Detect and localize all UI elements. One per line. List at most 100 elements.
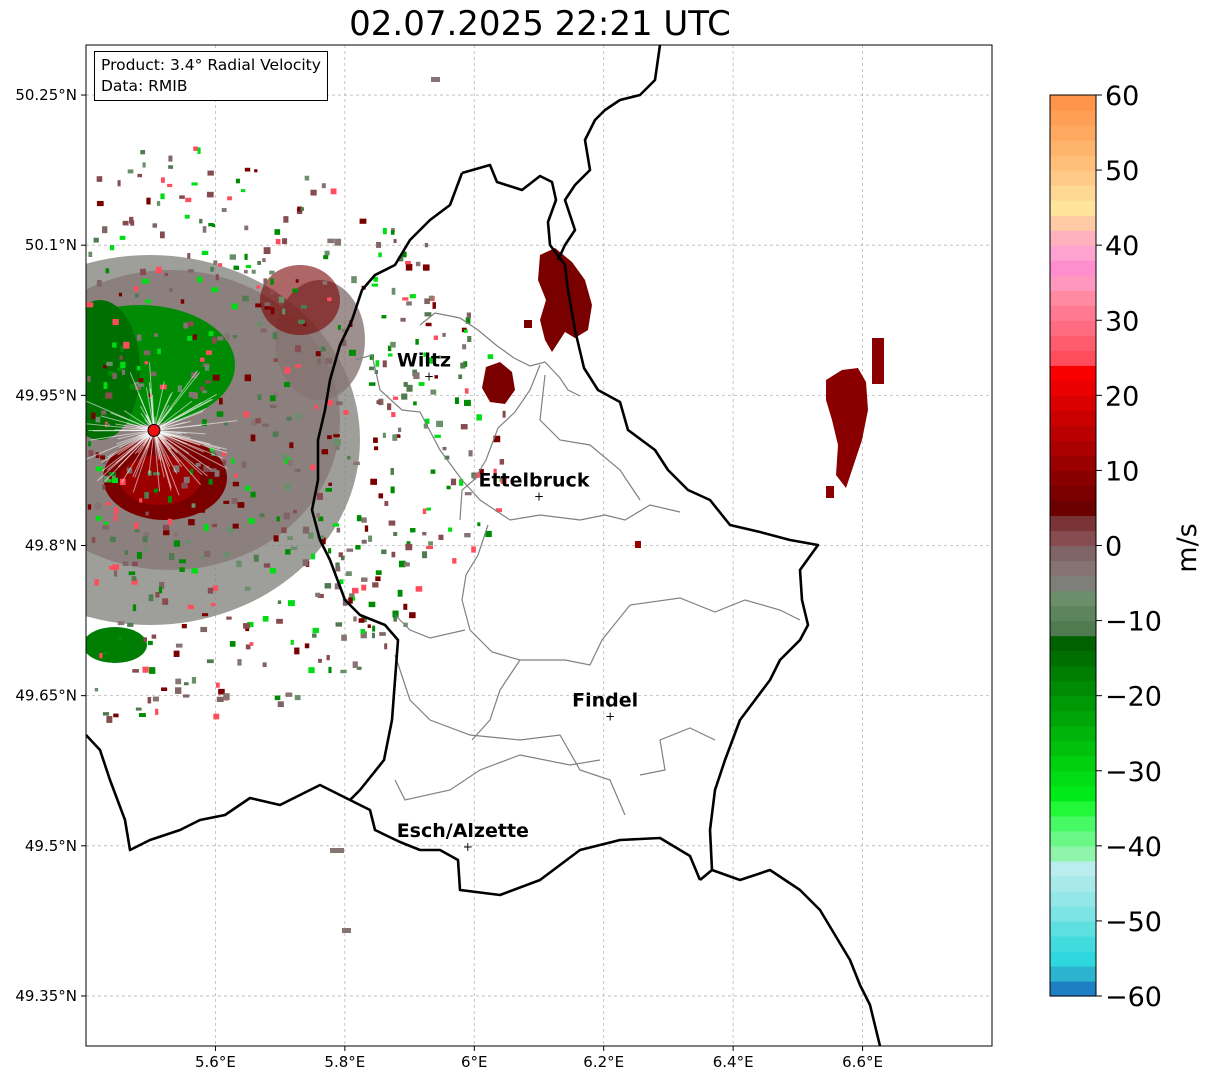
- echo-pixel: [450, 478, 457, 486]
- echo-pixel: [152, 311, 157, 318]
- echo-pixel: [237, 502, 245, 508]
- echo-pixel: [438, 534, 444, 540]
- echo-pixel: [151, 634, 157, 639]
- colorbar-segment: [1050, 350, 1096, 366]
- echo-pixel: [96, 176, 103, 182]
- echo-pixel: [112, 342, 117, 348]
- echo-pixel: [368, 535, 373, 542]
- echo-pixel: [415, 261, 421, 267]
- echo-pixel: [415, 586, 423, 592]
- echo-pixel: [284, 367, 291, 374]
- echo-pixel: [198, 509, 206, 513]
- echo-pixel: [311, 553, 316, 560]
- echo-pixel: [353, 461, 360, 466]
- echo-pixel: [197, 147, 201, 155]
- echo-pixel: [232, 481, 240, 487]
- echo-pixel: [147, 696, 152, 704]
- echo-pixel: [263, 247, 271, 255]
- echo-pixel: [382, 360, 387, 368]
- echo-pixel: [465, 317, 471, 324]
- echo-pixel: [464, 388, 469, 394]
- echo-radial-streak: [153, 429, 190, 454]
- echo-pixel: [117, 636, 123, 640]
- echo-pixel: [111, 474, 116, 481]
- echo-pixel: [304, 175, 310, 181]
- echo-pixel: [209, 468, 217, 473]
- echo-pixel: [117, 621, 125, 626]
- echo-pixel: [272, 332, 278, 340]
- canton-line-center-2: [471, 659, 521, 741]
- echo-pixel: [210, 266, 214, 272]
- echo-pixel: [358, 618, 365, 623]
- echo-pixel: [428, 541, 433, 546]
- echo-pixel: [105, 423, 111, 427]
- echo-pixel: [406, 541, 411, 546]
- colorbar-tick-label: 40: [1105, 231, 1139, 262]
- echo-pixel: [100, 455, 106, 460]
- echo-pixel: [179, 567, 185, 572]
- echo-pixel: [500, 477, 507, 484]
- echo-pixel: [269, 289, 275, 295]
- echo-pixel: [87, 375, 91, 382]
- echo-pixel: [131, 578, 138, 585]
- echo-pixel: [360, 631, 367, 639]
- echo-pixel: [149, 667, 156, 674]
- echo-pixel: [199, 218, 203, 224]
- colorbar-segment: [1050, 860, 1096, 877]
- echo-pixel: [244, 374, 252, 382]
- echo-pixel: [136, 468, 142, 475]
- echo-pixel: [436, 420, 443, 428]
- echo-pixel: [102, 460, 107, 465]
- echo-pixel: [96, 279, 102, 287]
- echo-pixel: [270, 278, 274, 285]
- echo-pixel: [168, 165, 174, 169]
- echo-pixel: [262, 616, 269, 622]
- echo-pixel: [295, 364, 302, 368]
- echo-pixel: [397, 589, 403, 597]
- echo-pixel: [108, 565, 114, 570]
- echo-pixel: [212, 374, 220, 381]
- echo-pixel: [355, 545, 361, 550]
- echo-pixel: [204, 364, 210, 371]
- echo-pixel: [183, 476, 190, 484]
- echo-pixel: [213, 260, 218, 266]
- echo-pixel: [302, 322, 307, 327]
- echo-pixel: [334, 583, 341, 590]
- echo-pixel: [211, 223, 216, 228]
- echo-pixel: [155, 708, 159, 715]
- echo-pixel: [201, 250, 209, 256]
- city-markers: +Wiltz+Ettelbruck+Findel+Esch/Alzette: [397, 349, 639, 853]
- country-borders: [86, 45, 882, 1046]
- echo-pixel: [159, 581, 165, 589]
- echo-pixel: [391, 551, 396, 558]
- colorbar-tick-labels: 60 50 40 30 20 10 0 −10 −20 −30 −40 −50 −60: [1096, 81, 1162, 1013]
- echo-pixel: [213, 713, 220, 720]
- colorbar-segment: [1050, 920, 1096, 937]
- echo-pixel: [222, 451, 226, 457]
- echo-pixel: [147, 640, 153, 646]
- echo-pixel: [390, 468, 394, 475]
- echo-pixel: [214, 470, 220, 477]
- echo-pixel: [409, 294, 416, 299]
- echo-pixel: [382, 432, 386, 438]
- colorbar-segment: [1050, 845, 1096, 862]
- echo-pixel: [120, 361, 126, 369]
- echo-pixel: [168, 553, 175, 560]
- echo-pixel: [390, 230, 395, 235]
- echo-pixel: [502, 410, 506, 418]
- echo-pixel: [333, 434, 340, 438]
- echo-pixel: [345, 571, 352, 577]
- colorbar-segment: [1050, 455, 1096, 472]
- colorbar-segment: [1050, 950, 1096, 967]
- echo-pixel: [391, 228, 395, 232]
- echo-pixel: [102, 712, 110, 716]
- echo-pixel: [223, 693, 230, 701]
- canton-line-center: [459, 364, 541, 521]
- echo-pixel: [341, 634, 347, 641]
- echo-pixel: [212, 337, 217, 344]
- echo-pixel: [429, 295, 434, 300]
- echo-pixel: [251, 269, 256, 274]
- echo-pixel: [103, 365, 108, 369]
- echo-pixel: [114, 507, 119, 514]
- echo-pixel: [206, 659, 214, 664]
